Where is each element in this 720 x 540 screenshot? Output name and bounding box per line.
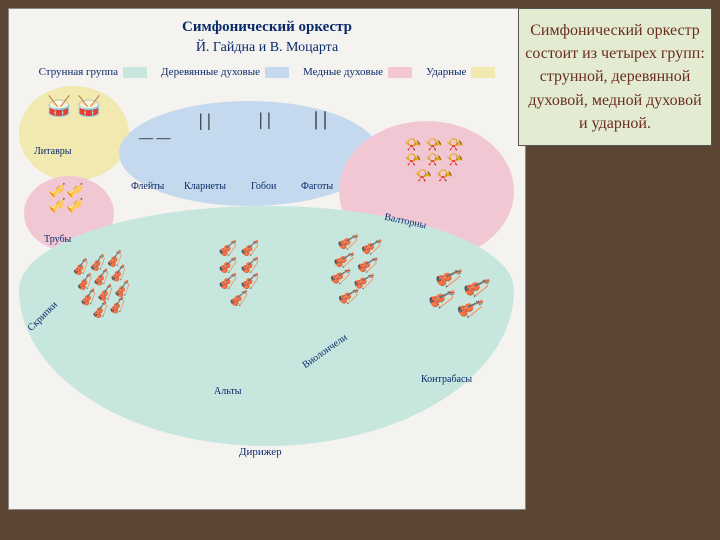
description-panel: Симфонический оркестр состоит из четырех… xyxy=(518,8,712,146)
trumpets-icons: 🎺🎺🎺🎺 xyxy=(31,184,101,215)
violas-icons: 🎻 🎻🎻 🎻🎻 🎻🎻 xyxy=(189,241,289,307)
legend-brass: Медные духовые xyxy=(303,66,412,78)
legend-percussion-swatch xyxy=(471,67,495,78)
legend-woodwind-swatch xyxy=(265,67,289,78)
label-basses: Контрабасы xyxy=(421,374,472,385)
label-oboes: Гобои xyxy=(251,181,276,192)
label-flutes: Флейты xyxy=(131,181,164,192)
legend-strings-swatch xyxy=(123,67,147,78)
description-text: Симфонический оркестр состоит из четырех… xyxy=(525,22,705,132)
diagram-title-1: Симфонический оркестр xyxy=(9,19,525,36)
label-violas: Альты xyxy=(214,386,241,397)
label-timpani: Литавры xyxy=(34,146,72,157)
legend-woodwind: Деревянные духовые xyxy=(161,66,289,78)
legend: Струнная группа Деревянные духовые Медны… xyxy=(9,66,525,78)
diagram-title-2: Й. Гайдна и В. Моцарта xyxy=(9,40,525,56)
label-conductor: Дирижер xyxy=(239,446,282,458)
clarinets-icons: | | xyxy=(199,111,211,131)
legend-strings: Струнная группа xyxy=(39,66,147,78)
legend-woodwind-label: Деревянные духовые xyxy=(161,66,260,78)
bassoons-icons: | | xyxy=(314,108,327,130)
legend-brass-label: Медные духовые xyxy=(303,66,383,78)
legend-brass-swatch xyxy=(388,67,412,78)
oboes-icons: | | xyxy=(259,110,271,130)
legend-percussion-label: Ударные xyxy=(426,66,466,78)
legend-strings-label: Струнная группа xyxy=(39,66,118,78)
label-bassoons: Фаготы xyxy=(301,181,333,192)
flutes-icons: — — xyxy=(139,131,171,146)
label-clarinets: Кларнеты xyxy=(184,181,226,192)
seating-area: 🥁 🥁 Литавры 🎺🎺🎺🎺 Трубы — — Флейты | | Кл… xyxy=(9,86,525,466)
timpani-icons: 🥁 🥁 xyxy=(34,96,114,118)
legend-percussion: Ударные xyxy=(426,66,495,78)
orchestra-diagram: Симфонический оркестр Й. Гайдна и В. Моц… xyxy=(8,8,526,510)
horns-icons: 📯 📯 📯📯 📯 📯📯 📯 xyxy=(369,138,499,184)
label-trumpets: Трубы xyxy=(44,234,71,245)
